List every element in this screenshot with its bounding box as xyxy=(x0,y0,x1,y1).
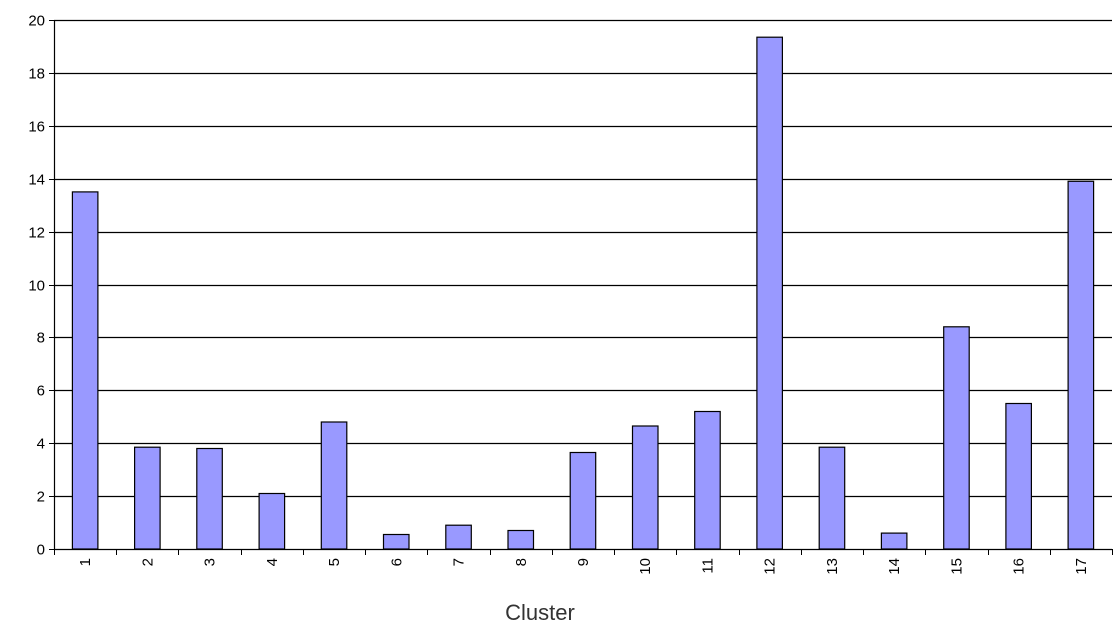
bar-cluster-13 xyxy=(818,446,846,550)
x-axis-title: Cluster xyxy=(505,600,575,625)
x-tick-label: 8 xyxy=(513,558,530,566)
bar-cluster-11 xyxy=(694,410,721,550)
y-tick-label: 4 xyxy=(37,436,45,453)
x-tick-label: 11 xyxy=(700,558,717,574)
x-tick-label: 6 xyxy=(388,558,405,566)
bar-cluster-17 xyxy=(1067,180,1095,550)
bar-cluster-15 xyxy=(943,326,970,550)
x-tick-label: 16 xyxy=(1011,558,1028,575)
y-tick-label: 12 xyxy=(28,225,45,242)
x-tick-label: 10 xyxy=(637,558,654,575)
bar-cluster-4 xyxy=(258,492,286,550)
bar-cluster-1 xyxy=(71,191,99,550)
bar-cluster-5 xyxy=(320,421,348,550)
y-tick-label: 20 xyxy=(28,13,45,30)
y-tick-label: 8 xyxy=(37,330,45,347)
x-tick-label: 15 xyxy=(948,558,965,575)
bar-cluster-7 xyxy=(445,524,472,550)
grid-layer xyxy=(54,19,1112,498)
axis-layer xyxy=(49,20,1113,555)
bar-cluster-16 xyxy=(1005,402,1033,550)
x-tick-label: 17 xyxy=(1073,558,1090,575)
bar-cluster-2 xyxy=(134,446,161,550)
bar-cluster-14 xyxy=(880,532,908,550)
x-tick-label: 2 xyxy=(139,558,156,566)
y-tick-label: 16 xyxy=(28,119,45,136)
x-tick-label: 13 xyxy=(824,558,841,575)
y-tick-label: 18 xyxy=(28,66,45,83)
bar-layer xyxy=(71,36,1095,550)
bar-cluster-10 xyxy=(631,425,659,550)
bar-cluster-12 xyxy=(756,36,784,550)
bar-cluster-6 xyxy=(382,533,410,550)
x-tick-label: 14 xyxy=(886,558,903,575)
bar-cluster-8 xyxy=(507,529,535,550)
x-tick-label: 4 xyxy=(264,558,281,566)
x-tick-label: 12 xyxy=(762,558,779,575)
bar-cluster-3 xyxy=(196,447,223,550)
y-tick-label: 0 xyxy=(37,542,45,559)
y-tick-label: 6 xyxy=(37,383,45,400)
x-tick-label: 1 xyxy=(77,558,94,566)
y-tick-label: 14 xyxy=(28,172,45,189)
x-tick-label: 3 xyxy=(202,558,219,566)
x-tick-label: 7 xyxy=(451,558,468,566)
y-tick-label: 10 xyxy=(28,278,45,295)
bar-cluster-9 xyxy=(569,451,597,550)
y-tick-label: 2 xyxy=(37,489,45,506)
x-tick-label: 9 xyxy=(575,558,592,566)
x-tick-label: 5 xyxy=(326,558,343,566)
